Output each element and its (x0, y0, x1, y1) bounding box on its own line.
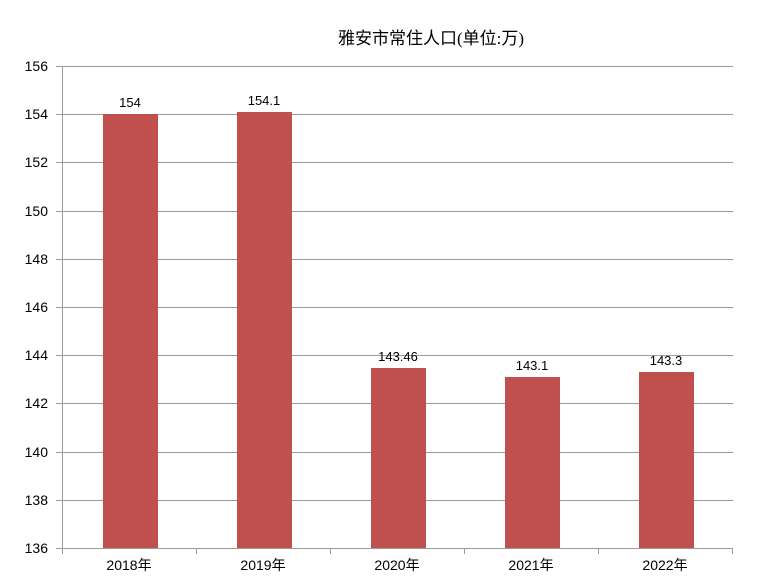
y-axis-tick-label: 146 (24, 299, 48, 315)
bar-value-label: 154.1 (247, 92, 281, 108)
x-axis-category-label: 2018年 (106, 557, 152, 573)
chart-title: 雅安市常住人口(单位:万) (337, 29, 525, 48)
y-axis-tick (56, 66, 62, 67)
x-axis-tick (196, 549, 197, 554)
y-axis-tick (56, 548, 62, 549)
gridline (63, 66, 733, 67)
gridline (63, 258, 733, 260)
x-axis-tick (464, 549, 465, 554)
x-axis-category-label: 2021年 (508, 557, 554, 573)
y-axis-tick (56, 307, 62, 308)
y-axis-tick-label: 140 (24, 443, 48, 460)
y-axis-tick-label: 136 (24, 540, 48, 556)
bar-value-label: 154 (119, 95, 141, 111)
bar (638, 372, 694, 548)
bar (370, 368, 426, 548)
y-axis-tick-label: 152 (24, 154, 48, 171)
y-axis-tick (56, 258, 62, 260)
y-axis-tick (56, 355, 62, 357)
x-axis-category-label: 2022年 (642, 557, 688, 573)
y-axis-tick (56, 499, 62, 501)
bar (102, 114, 158, 548)
y-axis-tick (56, 451, 62, 453)
bar (504, 376, 560, 548)
x-axis-tick (62, 549, 63, 554)
gridline (63, 114, 733, 116)
y-axis-tick (56, 162, 62, 164)
x-axis-tick (330, 549, 331, 554)
gridline (63, 210, 733, 212)
x-axis-tick (732, 549, 733, 554)
bar-value-label: 143.3 (649, 353, 683, 369)
x-axis-tick (598, 549, 599, 554)
plot-area: 154 154.1 143.46 143.1 143.3 (62, 66, 733, 549)
y-axis-tick-label: 144 (24, 347, 48, 364)
y-axis-tick-label: 142 (24, 395, 48, 412)
gridline (63, 355, 733, 357)
y-axis-tick-label: 156 (24, 58, 48, 74)
y-axis-tick-label: 150 (24, 202, 48, 219)
gridline (63, 307, 733, 308)
y-axis-tick-label: 154 (24, 106, 48, 123)
x-axis-category-label: 2020年 (374, 557, 420, 573)
gridline (63, 162, 733, 164)
x-axis-category-label: 2019年 (240, 557, 286, 573)
bar-value-label: 143.46 (378, 349, 418, 365)
y-axis-tick (56, 114, 62, 116)
y-axis-tick-label: 148 (24, 250, 48, 267)
y-axis-tick (56, 403, 62, 405)
bar (236, 111, 292, 548)
y-axis-tick (56, 210, 62, 212)
y-axis-tick-label: 138 (24, 491, 48, 508)
bar-value-label: 143.1 (515, 357, 549, 373)
